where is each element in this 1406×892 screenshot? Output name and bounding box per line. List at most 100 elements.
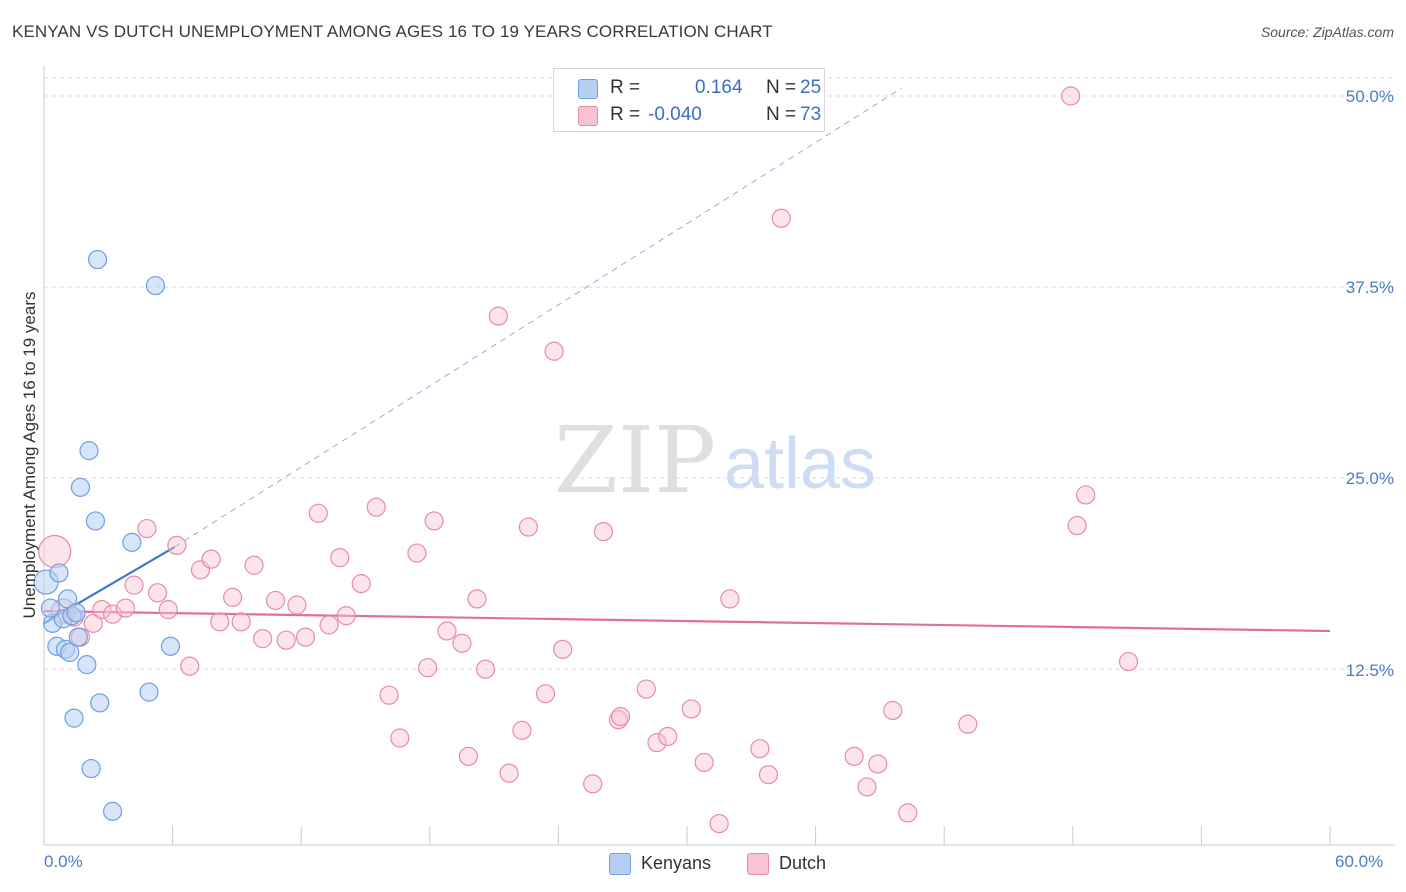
dutch-r-label: R = [610,104,641,125]
dutch-point [336,606,356,626]
y-tick-label: 37.5% [1345,278,1394,297]
dutch-point [223,587,243,607]
kenyans-point [81,758,101,779]
kenyans-point [122,532,142,552]
dutch-point [647,732,667,753]
kenyans-r-label: R = [610,77,641,98]
dutch-legend-swatch [747,853,769,875]
dutch-point [287,595,307,615]
dutch-point [319,615,339,635]
dutch-trendline [43,610,1331,633]
x-tick-label: 0.0% [44,852,83,871]
kenyans-point [145,275,166,296]
kenyans-swatch [578,79,598,99]
kenyans-legend-label: Kenyans [641,853,712,873]
dutch-point [147,583,168,603]
dutch-point [475,659,496,679]
watermark: ZIP atlas [554,407,876,514]
kenyans-trendline-extension [174,87,902,548]
dutch-point [610,706,631,727]
dutch-point [390,728,410,748]
kenyans-n-label: N = [766,77,797,98]
dutch-point [137,518,157,539]
dutch-point [1118,651,1139,672]
kenyans-point [77,655,97,675]
kenyans-point [90,693,110,713]
dutch-point [201,549,221,569]
dutch-point [883,700,903,721]
dutch-point [1076,485,1096,505]
kenyans-point [102,801,123,821]
dutch-point [308,503,328,523]
dutch-r-value: -0.040 [648,104,702,125]
dutch-point [1067,515,1087,536]
dutch-point [265,590,286,611]
dutch-point [898,803,918,823]
dutch-point [437,621,457,641]
dutch-n-value: 73 [800,104,822,125]
dutch-point [694,752,714,773]
kenyans-n-value: 25 [800,77,822,98]
dutch-point [658,726,678,747]
dutch-point [253,629,273,649]
dutch-point [458,746,478,766]
dutch-point [512,720,532,740]
dutch-point [681,699,701,719]
y-tick-label: 12.5% [1345,661,1394,680]
watermark-atlas: atlas [724,424,876,504]
dutch-point [1061,86,1081,106]
dutch-point [771,208,791,228]
kenyans-point [160,636,181,656]
dutch-point [720,589,740,609]
kenyans-legend-swatch [609,853,631,875]
dutch-point [351,574,371,594]
trendlines [43,87,1331,633]
dutch-point [276,630,296,650]
dutch-point [330,548,350,568]
dutch-point [167,535,187,556]
dutch-point [424,511,444,531]
axes [43,66,1395,846]
dutch-point [583,774,603,794]
kenyans-point [139,682,159,702]
correlation-legend: R = 0.164 N = 25 R = -0.040 N = 73 [553,68,825,132]
dutch-point [83,613,103,633]
source-credit: Source: ZipAtlas.com [1260,24,1394,40]
dutch-point [553,639,573,659]
kenyans-point [40,598,61,618]
dutch-point [593,522,614,542]
kenyans-point [66,603,86,623]
dutch-point [115,598,136,618]
kenyans-point [87,249,108,270]
dutch-point [180,656,200,676]
dutch-point [366,497,386,517]
dutch-point [452,633,472,653]
chart-title: KENYAN VS DUTCH UNEMPLOYMENT AMONG AGES … [12,22,773,41]
dutch-point [518,517,538,537]
dutch-point [158,599,178,620]
dutch-point [544,341,564,361]
dutch-n-label: N = [766,104,797,125]
dutch-point [379,685,399,705]
dutch-point [418,658,438,678]
dutch-point [92,599,112,620]
data-points [33,78,1139,834]
y-axis-label: Unemployment Among Ages 16 to 19 years [20,291,39,619]
dutch-point [231,612,251,632]
kenyans-point [85,511,106,531]
dutch-point [488,306,508,326]
kenyans-point [60,642,80,663]
dutch-point [210,612,230,632]
dutch-point [758,765,779,785]
dutch-point [868,754,888,774]
dutch-point [244,555,264,575]
dutch-swatch [578,106,598,126]
dutch-point [844,746,864,766]
y-tick-label: 50.0% [1345,87,1394,106]
kenyans-point [49,563,69,583]
dutch-point [750,739,770,759]
dutch-point [709,813,729,834]
kenyans-r-value: 0.164 [695,77,743,98]
dutch-point [467,589,487,609]
